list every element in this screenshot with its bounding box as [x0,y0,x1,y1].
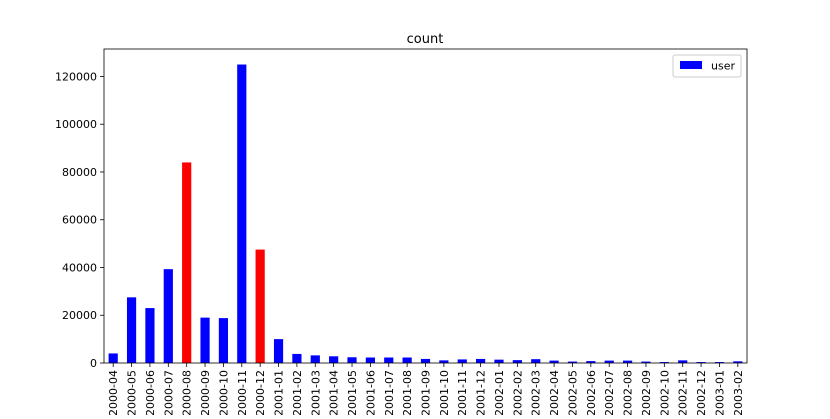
bar-2001-05 [347,357,357,363]
x-tick-label-2001-08: 2001-08 [401,370,414,415]
bar-2001-03 [310,355,320,363]
bar-2000-10 [218,318,229,363]
bar-2000-08 [182,162,192,363]
legend: user [672,54,742,78]
x-tick-label-2001-03: 2001-03 [309,370,322,415]
y-tick-label: 60000 [62,214,97,227]
bar-2003-01 [714,362,725,363]
x-tick-label-2002-03: 2002-03 [530,370,543,415]
x-tick-label-2001-05: 2001-05 [346,370,359,415]
y-tick-label: 100000 [55,118,97,131]
x-tick-label-2002-12: 2002-12 [695,370,708,415]
x-tick-label-2002-04: 2002-04 [548,370,561,415]
x-tick-label-2001-11: 2001-11 [456,370,469,415]
x-tick-label-2001-01: 2001-01 [273,370,286,415]
bar-2001-07 [384,357,394,363]
bar-2001-10 [439,360,449,363]
x-tick-label-2002-01: 2002-01 [493,370,506,415]
x-tick-label-2000-10: 2000-10 [217,370,230,415]
y-tick-label: 20000 [62,309,97,322]
bar-2002-05 [567,361,578,363]
y-tick-label: 80000 [62,166,97,179]
bar-2002-09 [641,361,651,363]
x-tick-label-2002-11: 2002-11 [677,370,690,415]
bar-2003-02 [733,361,743,363]
x-tick-label-2002-07: 2002-07 [603,370,616,415]
plot-frame [103,48,748,364]
bar-2001-12 [476,358,486,363]
x-tick-label-2002-06: 2002-06 [585,370,598,415]
x-tick-label-2003-02: 2003-02 [732,370,745,415]
x-tick-label-2001-07: 2001-07 [383,370,396,415]
bar-2002-01 [494,359,504,363]
bar-2002-07 [604,360,614,363]
bar-2001-08 [402,357,412,363]
x-tick-label-2000-08: 2000-08 [181,370,194,415]
x-tick-label-2000-04: 2000-04 [107,370,120,415]
bar-2001-01 [273,339,284,363]
x-tick-label-2001-12: 2001-12 [475,370,488,415]
bar-2000-06 [145,308,155,363]
x-tick-label-2000-06: 2000-06 [144,370,157,415]
bar-2002-06 [586,361,596,363]
x-tick-label-2000-07: 2000-07 [162,370,175,415]
legend-label: user [711,60,735,73]
bar-2001-11 [457,359,467,363]
x-tick-label-2001-02: 2001-02 [291,370,304,415]
plot-area: 0 20000 40000 60000 80000 100000 120000 2000-04… [55,48,748,416]
x-tick-label-2002-09: 2002-09 [640,370,653,415]
bar-2000-04 [108,353,118,363]
x-tick-label-2002-10: 2002-10 [658,370,671,415]
x-tick-label-2000-12: 2000-12 [254,370,267,415]
x-tick-label-2000-05: 2000-05 [126,370,139,415]
bar-2002-11 [678,360,688,363]
x-tick-label-2001-09: 2001-09 [420,370,433,415]
bar-2002-08 [622,360,633,363]
x-tick-label-2000-11: 2000-11 [236,370,249,415]
x-tick-label-2002-02: 2002-02 [511,370,524,415]
bar-2001-09 [420,358,431,363]
bar-2002-02 [512,360,522,363]
x-tick-label-2001-04: 2001-04 [328,370,341,415]
bar-2002-03 [531,359,541,363]
bar-2001-06 [365,357,375,363]
bar-2002-10 [659,362,669,363]
legend-swatch [680,61,702,69]
legend-box [672,54,742,78]
bar-2000-07 [163,269,173,363]
y-tick-label: 0 [90,357,97,370]
bar-2000-12 [255,249,265,363]
x-tick-label-2001-10: 2001-10 [438,370,451,415]
x-tick-label-2001-06: 2001-06 [364,370,377,415]
bar-2002-04 [549,360,559,363]
y-tick-label: 40000 [62,261,97,274]
bar-2001-04 [329,356,339,363]
y-tick-label: 120000 [55,70,97,83]
x-tick-label-2002-05: 2002-05 [566,370,579,415]
bar-2001-02 [292,353,302,363]
x-tick-label-2002-08: 2002-08 [622,370,635,415]
bar-2000-09 [200,317,210,363]
bar-2000-05 [126,297,137,363]
bar-2000-11 [237,64,247,364]
bar-2002-12 [696,362,706,363]
chart-title: count [407,32,444,47]
x-tick-label-2000-09: 2000-09 [199,370,212,415]
x-tick-label-2003-01: 2003-01 [713,370,726,415]
